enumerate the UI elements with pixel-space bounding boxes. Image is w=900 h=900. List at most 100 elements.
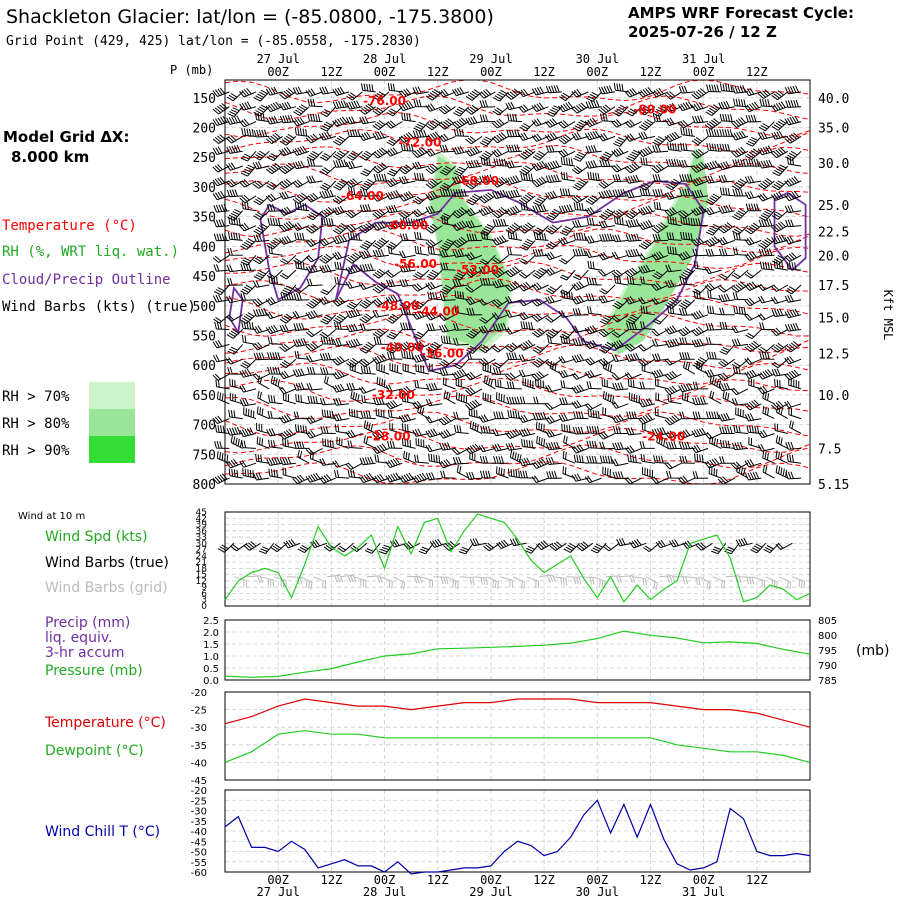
wind-barb <box>560 171 576 182</box>
wind-barb <box>492 367 509 375</box>
wind-barb <box>385 384 403 393</box>
wind-barb <box>602 361 616 375</box>
wind-barb <box>345 178 363 189</box>
wind-barb-true <box>418 543 434 555</box>
wind-barb <box>279 386 297 395</box>
wind-barb <box>518 354 536 362</box>
wind-barb <box>466 328 483 339</box>
wind-barb <box>253 352 270 361</box>
wind-barb <box>625 233 642 242</box>
wind-barb <box>305 354 323 363</box>
wind-barb <box>427 350 443 360</box>
wind-barb <box>439 358 456 368</box>
wind-barb <box>533 232 549 241</box>
wind-barb <box>400 307 416 316</box>
wind-barb <box>558 236 576 246</box>
wind-barb <box>478 325 496 334</box>
wind-barb <box>692 248 709 257</box>
wind-barb <box>679 411 695 420</box>
wind-barb <box>771 130 788 140</box>
wind-tick: 33 <box>196 533 207 543</box>
wind-barb <box>757 131 775 140</box>
wind-barb <box>279 343 297 353</box>
wind-barb <box>545 85 562 94</box>
wind-barb <box>709 435 722 449</box>
wind-barb <box>212 103 230 115</box>
wind-barb <box>279 178 297 189</box>
wind-barb <box>268 275 283 286</box>
wind-barb <box>309 451 323 464</box>
wind-barb <box>348 186 363 197</box>
wind-barb <box>455 378 469 390</box>
date-tick-bottom: 29 Jul <box>469 885 512 899</box>
wind-barb <box>239 87 257 98</box>
wind-barb <box>454 424 469 434</box>
wind-barb <box>253 129 270 138</box>
wind-barb <box>411 400 430 410</box>
wind-barb <box>267 410 283 420</box>
wind-barb-true <box>655 539 673 549</box>
wind-barb <box>705 129 722 137</box>
wind-barb <box>667 394 682 405</box>
wind-barb <box>307 395 323 405</box>
wind-barb <box>239 222 257 232</box>
wind-barb <box>558 310 576 318</box>
wind-barb-grid <box>233 576 247 588</box>
wind-barb <box>717 284 735 293</box>
wind-barb <box>398 386 416 396</box>
wind-barb <box>731 85 749 94</box>
wind-barb <box>585 100 602 109</box>
wind-barb <box>267 352 283 360</box>
wind-barb <box>359 313 377 324</box>
wind-barb <box>347 469 363 479</box>
wind-barb <box>305 238 323 247</box>
wind-barb <box>412 299 430 310</box>
wind-barb-grid <box>473 576 488 586</box>
wind-barb <box>412 269 430 280</box>
wind-barb <box>425 341 443 354</box>
wind-barb <box>227 106 244 118</box>
wind-barb <box>305 341 323 352</box>
wind-barb <box>656 435 669 449</box>
wind-barb <box>438 118 456 130</box>
wind-barb <box>638 358 656 367</box>
wind-barb <box>293 441 310 449</box>
wind-barb <box>372 131 390 140</box>
wind-barb <box>240 263 257 272</box>
wind-barb <box>652 114 669 123</box>
wind-barb <box>624 119 642 128</box>
wind-barb <box>429 363 443 375</box>
wind-barb-true <box>590 542 607 554</box>
hour-tick-top: 12Z <box>746 65 768 79</box>
wind-barb <box>546 105 563 118</box>
wind-barb <box>478 88 496 99</box>
wind-barb <box>558 120 576 129</box>
wind-barb <box>784 341 802 353</box>
temperature-label: -80.00 <box>633 103 676 117</box>
wind-barb <box>453 165 470 177</box>
wind-barb <box>748 377 762 390</box>
wind-barb-true <box>283 539 301 549</box>
wind-barb <box>717 476 735 485</box>
wind-barb <box>733 424 749 434</box>
wind-barb-true <box>616 537 633 547</box>
temperature-label: -72.00 <box>399 135 442 149</box>
wind-barb <box>216 391 230 405</box>
wind-barb <box>637 205 656 216</box>
wind-barb <box>265 86 283 96</box>
wind-barb-grid <box>406 575 423 584</box>
wind-barb <box>242 468 257 479</box>
wind-barb <box>572 178 589 191</box>
wind-barb <box>494 379 509 390</box>
wind-barb-true <box>750 542 767 554</box>
wind-tick: 39 <box>196 521 208 531</box>
wind-barb <box>483 375 496 390</box>
wind-barb <box>257 390 270 405</box>
wind-barb <box>482 362 496 375</box>
wind-barb <box>784 400 802 409</box>
wind-barb <box>452 279 469 288</box>
wind-barb <box>349 362 363 375</box>
wind-barb <box>372 443 390 454</box>
wind-barb <box>638 397 656 408</box>
wind-barb <box>731 441 749 451</box>
